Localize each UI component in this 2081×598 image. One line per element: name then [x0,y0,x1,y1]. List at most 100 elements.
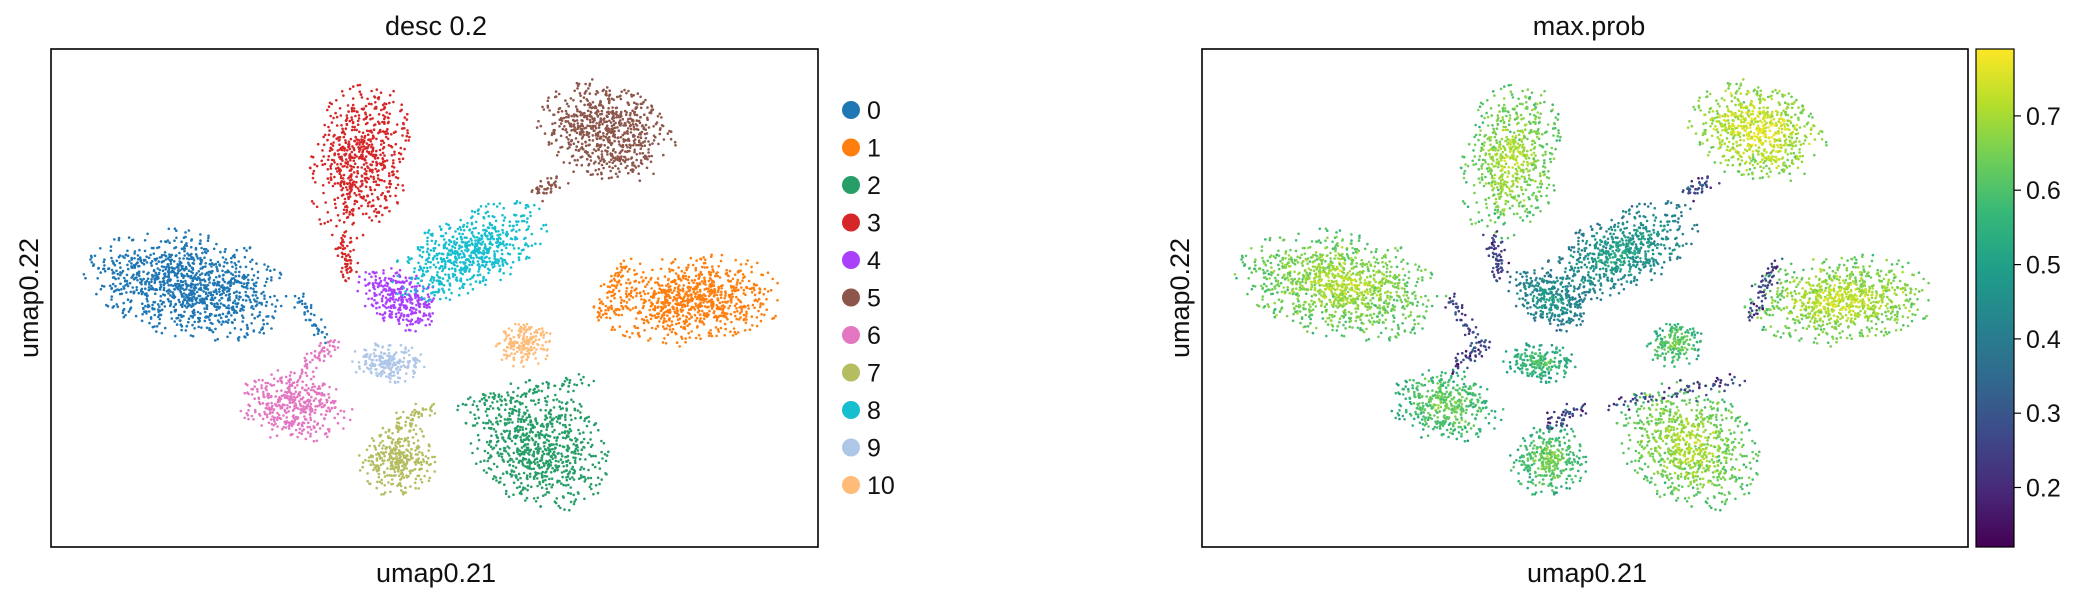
cell-point [313,385,317,388]
cell-point [151,303,154,307]
cell-point [159,313,163,317]
cell-point [161,269,165,273]
cell-point [688,312,691,316]
cell-point [553,121,557,125]
cell-point [384,102,388,106]
cell-point [469,411,472,414]
cell-point [138,256,142,259]
cell-point [758,305,762,309]
cell-point [338,143,341,146]
cell-point [534,447,538,451]
cell-point [299,411,303,415]
cell-point [643,144,647,147]
cell-point [327,181,331,184]
cell-point [619,94,622,98]
cell-point [358,454,361,457]
cell-point [562,483,565,487]
cell-point [399,287,403,290]
cell-point [293,371,296,375]
cell-point [298,400,301,403]
cell-point [381,294,385,298]
cell-point [558,125,561,128]
cell-point [129,300,132,304]
cell-point [189,289,193,293]
cell-point [406,300,409,303]
cell-point [172,293,175,297]
cell-point [388,101,391,105]
cell-point [745,285,748,289]
cell-point [744,305,747,309]
cell-point [637,331,640,335]
cell-point [576,124,580,128]
cell-point [289,371,293,374]
cell-point [603,117,606,120]
cell-point [668,325,672,328]
cell-point [396,318,400,321]
cell-point [490,434,493,438]
cell-point [323,417,326,421]
cell-point [754,284,758,287]
cell-point [213,296,217,300]
cell-point [384,135,388,139]
cell-point [416,317,420,320]
cell-point [575,81,579,85]
cell-point [661,341,665,344]
cell-point [562,496,565,499]
cell-point [727,307,730,310]
cell-point [633,128,636,131]
cell-point [205,297,209,301]
cell-point [119,266,122,269]
cell-point [483,449,487,453]
cell-point [707,287,710,291]
cell-point [152,252,156,255]
cell-point [286,404,289,407]
cell-point [300,386,304,390]
cell-point [491,401,494,404]
cell-point [333,416,337,420]
cell-point [327,105,331,108]
cell-point [207,316,210,319]
cell-point [637,164,640,168]
cell-point [376,196,379,199]
cell-point [348,87,352,91]
cell-point [245,323,249,327]
cell-point [491,447,495,451]
cell-point [713,310,716,313]
cell-point [312,399,316,403]
cell-point [596,91,600,94]
cell-point [298,402,302,406]
cell-point [146,277,150,281]
cell-point [415,274,418,278]
cell-point [138,248,141,252]
cell-point [324,413,328,417]
cell-point [713,291,717,294]
cell-point [605,162,609,165]
cell-point [356,123,360,126]
cell-point [677,287,680,291]
cell-point [502,429,506,433]
cell-point [526,484,530,487]
cell-point [226,298,230,302]
cell-point [719,259,723,263]
cell-point [405,288,409,291]
cell-point [202,278,206,281]
cell-point [650,301,653,305]
cell-point [341,159,344,162]
cell-point [639,311,642,315]
cell-point [110,287,113,291]
cell-point [255,387,259,391]
cell-point [383,179,386,183]
cell-point [598,482,601,486]
cell-point [181,280,185,284]
cell-point [411,322,415,326]
cell-point [495,465,499,469]
cell-point [136,258,140,261]
cell-point [391,297,395,300]
cell-point [353,162,357,165]
cell-point [554,455,557,458]
cell-point [267,421,271,425]
cell-point [175,323,179,326]
cell-point [360,166,364,169]
cell-point [627,103,631,106]
cell-point [510,439,514,443]
